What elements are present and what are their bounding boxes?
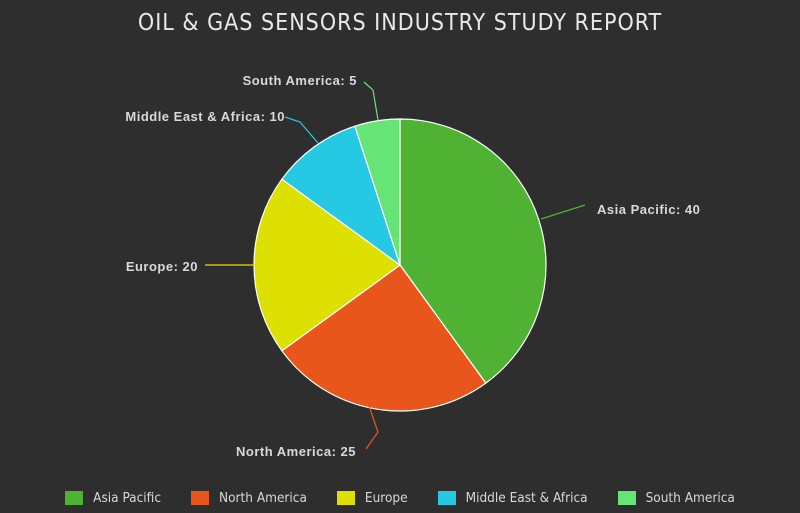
legend-item[interactable]: Asia Pacific: [65, 487, 161, 509]
legend-swatch: [437, 491, 456, 505]
leader-line: [365, 405, 379, 450]
leader-line: [284, 116, 319, 144]
legend-label: Asia Pacific: [93, 490, 161, 506]
data-label: Asia Pacific: 40: [597, 202, 700, 217]
data-label: Europe: 20: [126, 259, 198, 274]
legend-label: Europe: [364, 490, 408, 506]
legend-label: Middle East & Africa: [465, 490, 588, 506]
data-label: North America: 25: [236, 444, 356, 459]
legend-swatch: [65, 491, 84, 505]
pie-slice-asia-pacific[interactable]: [399, 118, 547, 384]
legend-swatch: [617, 491, 636, 505]
pie-slice-middle-east-africa[interactable]: [281, 125, 402, 267]
legend-item[interactable]: North America: [191, 487, 307, 509]
legend-label: North America: [219, 490, 307, 506]
legend-label: South America: [645, 490, 735, 506]
legend: Asia Pacific North America Europe Middle Ea…: [0, 487, 800, 509]
legend-item[interactable]: Europe: [336, 487, 408, 509]
legend-swatch: [191, 491, 209, 505]
legend-item[interactable]: Middle East & Africa: [437, 487, 588, 509]
pie-slice-north-america[interactable]: [281, 264, 487, 412]
pie-slice-south-america[interactable]: [354, 118, 401, 266]
data-label: Middle East & Africa: 10: [125, 109, 285, 124]
legend-swatch: [336, 491, 355, 505]
leader-line: [363, 81, 379, 121]
leader-line: [540, 204, 586, 220]
chart-title: OIL & GAS SENSORS INDUSTRY STUDY REPORT: [137, 10, 663, 36]
data-label: South America: 5: [243, 73, 357, 88]
legend-item[interactable]: South America: [617, 487, 735, 509]
